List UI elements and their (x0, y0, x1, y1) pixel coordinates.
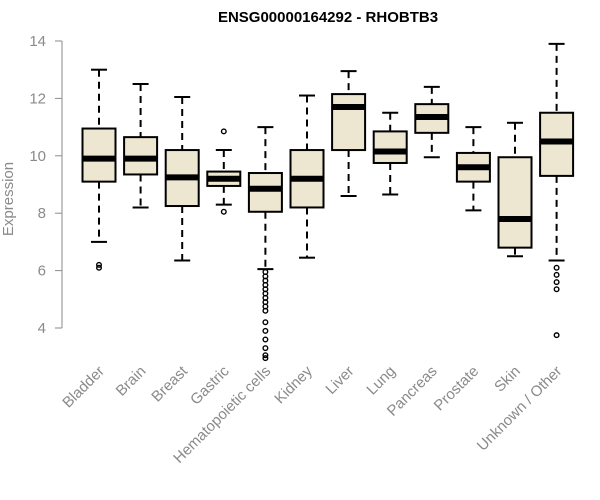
box-group-hematopoietic-cells (247, 126, 283, 362)
y-tick-label: 8 (38, 205, 46, 222)
box (497, 156, 533, 249)
box-group-lung (372, 111, 408, 196)
box (372, 130, 408, 164)
outlier-point (262, 336, 269, 343)
chart-title: ENSG00000164292 - RHOBTB3 (218, 9, 438, 26)
outlier-point (262, 307, 269, 314)
outlier-point (262, 352, 269, 359)
box (81, 127, 117, 183)
x-category-label: Liver (322, 363, 357, 398)
outlier-point (262, 345, 269, 352)
outlier-point (553, 271, 560, 278)
y-tick-label: 12 (29, 90, 46, 107)
box (331, 93, 367, 152)
x-category-label: Lung (363, 363, 399, 399)
outlier-point (553, 286, 560, 293)
box-group-pancreas (414, 85, 450, 159)
box-group-liver (331, 70, 367, 197)
outlier-point (220, 208, 227, 215)
x-category-label: Breast (148, 362, 191, 405)
x-category-label: Bladder (59, 363, 108, 412)
outlier-point (95, 261, 102, 268)
box-group-unknown-other (539, 42, 575, 339)
box (247, 172, 283, 213)
y-tick-label: 6 (38, 263, 46, 280)
y-tick-label: 14 (29, 33, 46, 50)
x-category-label: Skin (491, 363, 524, 396)
box-group-kidney (289, 94, 325, 259)
outlier-point (553, 332, 560, 339)
y-tick-label: 4 (38, 320, 46, 337)
outlier-point (95, 264, 102, 271)
x-category-label: Brain (113, 363, 150, 400)
outlier-point (262, 319, 269, 326)
x-category-label: Kidney (271, 362, 316, 407)
box-group-gastric (206, 128, 242, 215)
box-group-breast (164, 95, 200, 262)
box-group-bladder (81, 68, 117, 271)
boxes (81, 42, 575, 362)
outlier-point (262, 355, 269, 362)
x-category-label: Prostate (431, 363, 483, 415)
y-axis-title: Expression (0, 162, 17, 236)
outlier-point (553, 264, 560, 271)
outlier-point (220, 128, 227, 135)
y-tick-label: 10 (29, 148, 46, 165)
y-axis: 4 6 8 10 12 14 (29, 33, 63, 337)
box-group-prostate (455, 126, 491, 212)
outlier-point (262, 327, 269, 334)
box-group-skin (497, 121, 533, 258)
box-group-brain (123, 83, 159, 209)
outlier-point (553, 279, 560, 286)
